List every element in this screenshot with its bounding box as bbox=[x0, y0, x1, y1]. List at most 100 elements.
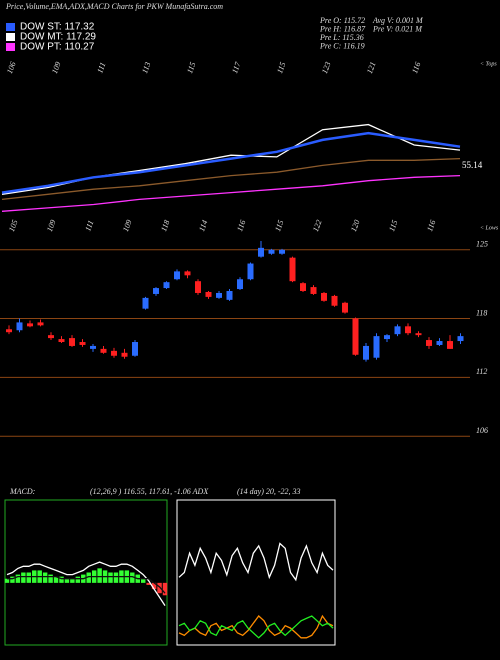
candle-body bbox=[142, 297, 149, 309]
candle-body bbox=[6, 329, 12, 333]
histogram-bar bbox=[162, 582, 168, 596]
info-text: Pre L: 115.36 bbox=[319, 33, 364, 42]
legend-swatch bbox=[6, 33, 15, 41]
legend-swatch bbox=[6, 23, 15, 31]
top-label: 117 bbox=[230, 60, 243, 75]
lows-label: < Lows bbox=[480, 225, 499, 231]
adx-panel: (14 day) 20, -22, 33 bbox=[176, 487, 336, 646]
candle-body bbox=[342, 302, 348, 313]
series-line bbox=[1, 174, 461, 212]
bottom-label: 118 bbox=[159, 219, 171, 233]
candle-body bbox=[447, 341, 453, 349]
candle-body bbox=[216, 292, 222, 298]
candle-body bbox=[457, 336, 464, 342]
top-label: 121 bbox=[365, 61, 378, 75]
bottom-label: 116 bbox=[425, 219, 437, 233]
candle-body bbox=[268, 249, 275, 254]
candle-body bbox=[247, 263, 254, 280]
bottom-label: 115 bbox=[273, 219, 285, 233]
bottom-label: 116 bbox=[235, 219, 247, 233]
candle-body bbox=[111, 350, 117, 356]
legend-label: DOW MT: 117.29 bbox=[20, 32, 96, 43]
candle-body bbox=[300, 283, 306, 292]
legend-label: DOW ST: 117.32 bbox=[20, 22, 95, 33]
top-label: 123 bbox=[320, 61, 333, 75]
bottom-label: 120 bbox=[349, 219, 362, 233]
info-text: Pre H: 116.87 bbox=[319, 24, 366, 33]
series-line bbox=[1, 157, 461, 201]
y-tick-label: 125 bbox=[476, 240, 488, 249]
candle-body bbox=[184, 271, 191, 276]
candle-body bbox=[436, 341, 443, 345]
page-title: Price,Volume,EMA,ADX,MACD Charts for PKW… bbox=[5, 2, 223, 11]
series-line bbox=[7, 575, 166, 594]
histogram-bar bbox=[48, 574, 53, 583]
candle-body bbox=[58, 339, 65, 343]
y-tick-label: 106 bbox=[476, 426, 488, 435]
histogram-bar bbox=[140, 578, 146, 583]
top-label: 111 bbox=[95, 61, 107, 74]
candle-body bbox=[258, 247, 264, 257]
candle-body bbox=[69, 338, 75, 346]
top-label: 109 bbox=[50, 61, 63, 75]
histogram-bar bbox=[42, 572, 48, 583]
info-text: Pre C: 116.19 bbox=[319, 41, 365, 50]
legend-label: DOW PT: 110.27 bbox=[20, 42, 95, 53]
histogram-bar bbox=[157, 582, 162, 594]
candle-body bbox=[79, 342, 86, 345]
ma-panel: 106 109 111 113 115 117 115 123 121 116 105 109 111 1… bbox=[1, 60, 499, 233]
panel-frame bbox=[176, 499, 336, 646]
candle-body bbox=[363, 345, 369, 360]
histogram-bar bbox=[53, 576, 59, 583]
candle-body bbox=[48, 335, 54, 339]
candle-body bbox=[415, 333, 422, 336]
histogram-bar bbox=[4, 578, 10, 583]
histogram-bar bbox=[113, 572, 119, 583]
bottom-label: 109 bbox=[121, 219, 134, 233]
histogram-bar bbox=[75, 576, 81, 583]
info-text: Pre V: 0.021 M bbox=[372, 24, 423, 33]
histogram-bar bbox=[146, 582, 151, 585]
candle-body bbox=[100, 348, 107, 353]
bottom-label: 105 bbox=[7, 219, 20, 233]
candle-body bbox=[121, 352, 128, 357]
series-line bbox=[1, 131, 461, 194]
bottom-label: 111 bbox=[83, 219, 95, 232]
bottom-label: 115 bbox=[387, 219, 399, 233]
histogram-bar bbox=[26, 572, 32, 583]
candle-body bbox=[16, 322, 23, 331]
tops-label: < Tops bbox=[480, 61, 497, 67]
annotation: 55.14 bbox=[462, 160, 483, 170]
top-label: 106 bbox=[5, 61, 18, 75]
histogram-bar bbox=[15, 574, 21, 583]
bottom-label: 109 bbox=[45, 219, 58, 233]
candle-body bbox=[321, 292, 327, 301]
candle-body bbox=[426, 340, 432, 346]
macd-panel: MACD: (12,26,9 ) 116.55, 117.61, -1.06 AD… bbox=[4, 487, 209, 646]
panel-subtitle: (12,26,9 ) 116.55, 117.61, -1.06 ADX bbox=[90, 487, 209, 496]
candle-body bbox=[405, 326, 411, 334]
info-text: Pre O: 115.72 bbox=[319, 16, 365, 25]
candle-body bbox=[384, 335, 390, 340]
bottom-label: 114 bbox=[197, 219, 209, 233]
histogram-bar bbox=[64, 578, 70, 583]
candle-body bbox=[90, 345, 96, 349]
candle-body bbox=[373, 336, 380, 358]
histogram-bar bbox=[151, 582, 157, 590]
candle-body bbox=[226, 291, 233, 300]
top-label: 116 bbox=[410, 61, 422, 75]
candle-body bbox=[205, 291, 212, 297]
top-label: 115 bbox=[275, 61, 287, 75]
histogram-bar bbox=[10, 576, 15, 583]
candle-body bbox=[394, 326, 401, 335]
histogram-bar bbox=[70, 578, 75, 583]
histogram-bar bbox=[59, 576, 64, 583]
histogram-bar bbox=[108, 572, 113, 583]
y-tick-label: 112 bbox=[476, 367, 487, 376]
candle-body bbox=[132, 342, 138, 356]
candle-body bbox=[352, 318, 359, 355]
series-line bbox=[6, 561, 166, 606]
